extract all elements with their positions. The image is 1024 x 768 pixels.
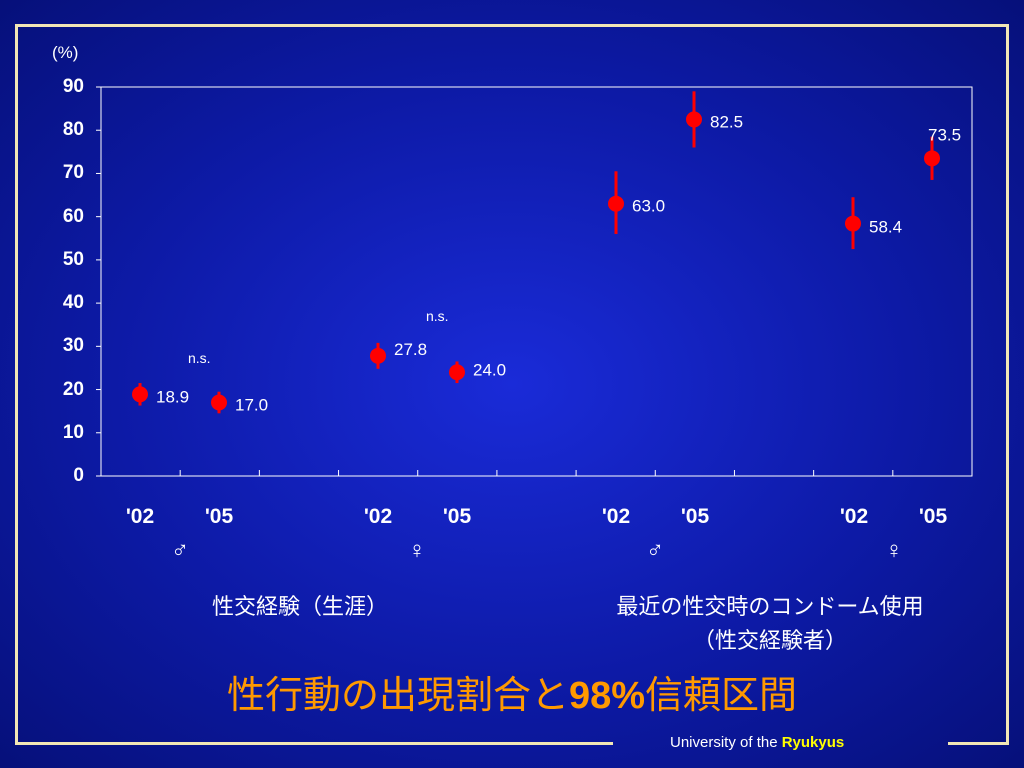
- data-marks: 18.9 17.0 27.8 24.0 63.0 82.5 58.4 73.5 n.s. n.s.: [132, 91, 961, 415]
- group-label-condom-subtitle: （性交経験者）: [692, 628, 847, 653]
- frame-left-border: [15, 24, 18, 745]
- data-label: 73.5: [928, 125, 961, 144]
- data-label: 27.8: [394, 340, 427, 359]
- female-symbol: ♀: [408, 537, 426, 564]
- title-text-3: 信頼区間: [645, 675, 798, 717]
- y-tick-label: 20: [62, 378, 84, 400]
- y-tick-label: 10: [62, 421, 84, 443]
- male-symbol: ♂: [171, 537, 189, 564]
- data-label: 18.9: [156, 387, 189, 406]
- frame-right-border: [1006, 24, 1009, 745]
- title-text-2: 98%: [568, 675, 646, 717]
- x-tick-label: '05: [918, 505, 948, 528]
- y-tick-label: 80: [62, 119, 84, 141]
- x-tick-label: '02: [601, 505, 631, 528]
- ns-annotation: n.s.: [188, 350, 211, 366]
- frame-top-border: [15, 24, 1009, 27]
- data-label: 24.0: [473, 360, 506, 379]
- x-tick-marks: [96, 86, 973, 477]
- data-point: [449, 364, 465, 381]
- data-point: [370, 347, 386, 364]
- y-tick-label: 30: [62, 335, 84, 357]
- data-label: 58.4: [869, 218, 902, 237]
- title-text-1: 性行動の出現割合と: [226, 675, 569, 717]
- data-label: 82.5: [710, 112, 743, 131]
- data-label: 17.0: [235, 396, 268, 415]
- frame-bottom-border-left: [15, 742, 613, 745]
- ns-annotation: n.s.: [426, 308, 449, 324]
- footer-prefix: University of the: [670, 734, 782, 751]
- plot-area-border: [100, 86, 973, 477]
- data-point: [924, 150, 940, 167]
- female-symbol: ♀: [885, 537, 903, 564]
- data-point: [845, 215, 861, 232]
- slide-title: 性行動の出現割合と98%信頼区間: [0, 664, 1024, 719]
- x-tick-label: '05: [680, 505, 710, 528]
- x-tick-label: '02: [363, 505, 393, 528]
- data-label: 63.0: [632, 197, 665, 216]
- data-point: [211, 394, 227, 411]
- y-tick-label: 0: [73, 465, 84, 486]
- frame-bottom-border-right: [948, 742, 1009, 745]
- data-point: [132, 386, 148, 403]
- y-tick-label: 70: [62, 162, 84, 184]
- x-tick-label: '05: [442, 505, 472, 528]
- y-tick-label: 60: [62, 205, 84, 227]
- x-tick-label: '02: [839, 505, 869, 528]
- group-label-condom-use: 最近の性交時のコンドーム使用: [616, 594, 924, 619]
- y-unit-label: (%): [52, 43, 79, 62]
- group-label-lifetime: 性交経験（生涯）: [211, 594, 388, 619]
- x-tick-label: '02: [125, 505, 155, 528]
- data-point: [686, 111, 702, 128]
- y-tick-label: 90: [62, 76, 84, 97]
- y-tick-label: 50: [62, 248, 84, 270]
- footer-brand: Ryukyus: [781, 734, 845, 751]
- y-tick-label: 40: [62, 292, 84, 314]
- data-point: [608, 195, 624, 212]
- footer-university: University of the Ryukyus: [670, 734, 844, 751]
- male-symbol: ♂: [646, 537, 664, 564]
- x-tick-label: '05: [204, 505, 234, 528]
